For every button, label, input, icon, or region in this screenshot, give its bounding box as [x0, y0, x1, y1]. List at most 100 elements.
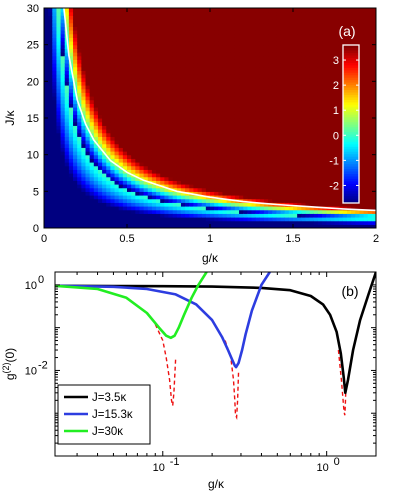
heatmap-cell [293, 129, 298, 134]
heatmap-cell [288, 70, 294, 75]
heatmap-cell [305, 147, 311, 152]
heatmap-cell [218, 8, 224, 13]
heatmap-cell [222, 22, 228, 27]
heatmap-cell [243, 107, 248, 112]
heatmap-cell [251, 151, 257, 156]
heatmap-cell [263, 176, 269, 181]
heatmap-cell [297, 41, 302, 46]
heatmap-cell [301, 63, 307, 68]
heatmap-cell [52, 147, 58, 152]
heatmap-cell [210, 63, 215, 68]
heatmap-cell [81, 147, 87, 152]
heatmap-cell [52, 30, 58, 35]
heatmap-cell [73, 195, 78, 200]
heatmap-cell [234, 187, 240, 192]
heatmap-cell [205, 121, 211, 126]
heatmap-cell [193, 118, 199, 123]
heatmap-cell [106, 59, 111, 64]
heatmap-cell [322, 77, 327, 82]
heatmap-cell [205, 151, 211, 156]
heatmap-cell [156, 136, 161, 141]
heatmap-cell [44, 206, 49, 211]
heatmap-cell [322, 162, 327, 167]
heatmap-cell [139, 59, 145, 64]
heatmap-cell [81, 70, 87, 75]
heatmap-cell [48, 118, 53, 123]
heatmap-cell [93, 85, 99, 90]
heatmap-cell [81, 173, 87, 178]
heatmap-cell [160, 129, 165, 134]
heatmap-cell [52, 37, 58, 42]
heatmap-cell [164, 154, 170, 159]
heatmap-cell [201, 136, 207, 141]
heatmap-cell [205, 136, 211, 141]
heatmap-cell [189, 140, 194, 145]
heatmap-cell [160, 180, 165, 185]
minimum-curve [63, 8, 376, 212]
heatmap-cell [118, 125, 124, 130]
heatmap-cell [243, 125, 248, 130]
heatmap-cell [68, 206, 74, 211]
heatmap-cell [164, 33, 170, 38]
heatmap-cell [160, 136, 165, 141]
heatmap-cell [243, 173, 248, 178]
heatmap-cell [276, 74, 282, 79]
heatmap-cell [44, 118, 49, 123]
x-tick-label: 1 [207, 233, 213, 245]
heatmap-cell [305, 187, 311, 192]
heatmap-cell [81, 66, 87, 71]
heatmap-cell [251, 81, 257, 86]
heatmap-cell [288, 125, 294, 130]
heatmap-cell [205, 173, 211, 178]
heatmap-cell [176, 209, 182, 214]
heatmap-cell [276, 33, 282, 38]
heatmap-cell [301, 165, 307, 170]
heatmap-cell [218, 143, 224, 148]
heatmap-cell [189, 154, 194, 159]
heatmap-cell [89, 37, 95, 42]
heatmap-cell [326, 96, 331, 101]
heatmap-cell [127, 176, 132, 181]
heatmap-cell [234, 202, 240, 207]
heatmap-cell [122, 176, 128, 181]
heatmap-cell [363, 92, 369, 97]
heatmap-cell [205, 165, 211, 170]
heatmap-cell [263, 103, 269, 108]
heatmap-cell [118, 143, 124, 148]
heatmap-cell [193, 114, 199, 119]
heatmap-cell [288, 22, 294, 27]
heatmap-cell [110, 176, 116, 181]
heatmap-cell [180, 37, 186, 42]
heatmap-cell [118, 96, 124, 101]
heatmap-cell [239, 33, 244, 38]
heatmap-cell [338, 55, 344, 60]
heatmap-cell [160, 173, 165, 178]
heatmap-cell [301, 176, 307, 181]
heatmap-cell [147, 66, 153, 71]
heatmap-cell [359, 136, 365, 141]
heatmap-cell [214, 151, 219, 156]
heatmap-cell [176, 198, 182, 203]
heatmap-cell [48, 92, 53, 97]
heatmap-cell [222, 44, 228, 49]
heatmap-cell [122, 121, 128, 126]
heatmap-cell [259, 59, 265, 64]
colorbar-segment [343, 109, 359, 113]
heatmap-cell [230, 154, 236, 159]
heatmap-cell [268, 169, 273, 174]
heatmap-cell [48, 140, 53, 145]
heatmap-cell [52, 121, 58, 126]
heatmap-cell [247, 136, 253, 141]
heatmap-cell [334, 15, 340, 20]
heatmap-cell [193, 26, 199, 31]
heatmap-cell [139, 143, 145, 148]
heatmap-cell [305, 103, 311, 108]
panel-b-lines [55, 272, 376, 421]
heatmap-cell [81, 224, 87, 228]
heatmap-cell [284, 55, 290, 60]
heatmap-cell [363, 81, 369, 86]
heatmap-cell [338, 44, 344, 49]
heatmap-cell [122, 44, 128, 49]
heatmap-cell [89, 180, 95, 185]
heatmap-cell [114, 154, 120, 159]
